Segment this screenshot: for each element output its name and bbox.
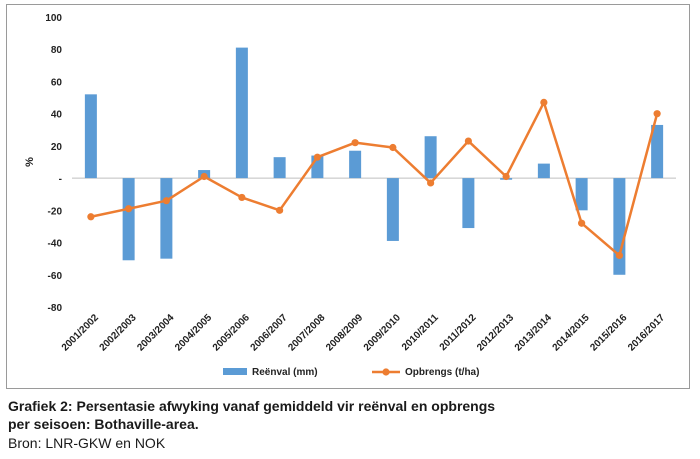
bar-2009/2010 bbox=[386, 178, 399, 241]
point-2015/2016 bbox=[615, 251, 623, 260]
x-tick-label: 2003/2004 bbox=[135, 312, 177, 354]
x-tick-label: 2001/2002 bbox=[60, 312, 102, 354]
x-tick-label: 2007/2008 bbox=[286, 312, 328, 354]
x-tick-label: 2008/2009 bbox=[324, 312, 366, 354]
y-tick-label: - bbox=[59, 174, 62, 185]
y-tick-label: -80 bbox=[48, 303, 63, 314]
bar-2016/2017 bbox=[651, 124, 664, 179]
x-tick-label: 2013/2014 bbox=[513, 312, 555, 354]
x-tick-label: 2016/2017 bbox=[626, 312, 668, 354]
point-2004/2005 bbox=[200, 172, 208, 181]
bar-2006/2007 bbox=[273, 157, 286, 179]
point-2009/2010 bbox=[389, 143, 397, 152]
point-2001/2002 bbox=[87, 213, 95, 221]
x-tick-label: 2011/2012 bbox=[438, 312, 479, 353]
x-tick-label: 2009/2010 bbox=[362, 312, 404, 354]
bar-2002/2003 bbox=[122, 178, 135, 261]
point-2011/2012 bbox=[464, 137, 472, 145]
point-2016/2017 bbox=[653, 110, 661, 118]
y-tick-label: -20 bbox=[48, 206, 63, 217]
y-tick-label: 40 bbox=[51, 110, 63, 121]
combo-chart: 100 80 60 40 20 - -20 -40 -60 -80% 2001/20022002/2… bbox=[24, 13, 676, 378]
legend-marker-opbrengs bbox=[382, 368, 390, 376]
y-tick-label: 100 bbox=[45, 13, 62, 24]
bar-2015/2016 bbox=[613, 178, 626, 275]
legend-label-opbrengs: Opbrengs (t/ha) bbox=[405, 367, 479, 378]
y-axis-label: % bbox=[24, 157, 36, 167]
bar-2001/2002 bbox=[84, 94, 97, 179]
point-2012/2013 bbox=[502, 172, 510, 181]
caption-title-line-1: Grafiek 2: Persentasie afwyking vanaf ge… bbox=[8, 398, 496, 414]
y-tick-label: 60 bbox=[51, 77, 63, 88]
x-tick-label: 2006/2007 bbox=[249, 312, 291, 354]
x-tick-label: 2015/2016 bbox=[588, 312, 630, 354]
legend-swatch-reenval bbox=[223, 368, 247, 375]
bar-2013/2014 bbox=[537, 163, 550, 179]
bar-2005/2006 bbox=[235, 47, 248, 179]
bar-2008/2009 bbox=[349, 150, 362, 179]
caption-source: Bron: LNR-GKW en NOK bbox=[8, 435, 166, 451]
bar-2003/2004 bbox=[160, 178, 173, 259]
caption-title-line-2: per seisoen: Bothaville-area. bbox=[8, 416, 199, 432]
x-tick-label: 2014/2015 bbox=[551, 312, 593, 354]
bar-2011/2012 bbox=[462, 178, 475, 229]
y-tick-label: -60 bbox=[48, 271, 63, 282]
line-opbrengs bbox=[90, 101, 659, 257]
point-2013/2014 bbox=[540, 98, 548, 106]
point-2008/2009 bbox=[351, 139, 359, 147]
x-tick-label: 2012/2013 bbox=[475, 312, 517, 354]
point-2007/2008 bbox=[313, 153, 321, 161]
point-2014/2015 bbox=[578, 219, 586, 227]
legend-label-reenval: Reënval (mm) bbox=[252, 367, 318, 378]
bar-2014/2015 bbox=[575, 178, 588, 211]
y-tick-label: 20 bbox=[51, 142, 63, 153]
point-2006/2007 bbox=[276, 206, 284, 214]
x-tick-label: 2010/2011 bbox=[400, 312, 441, 353]
y-tick-label: -40 bbox=[48, 239, 63, 250]
point-2010/2011 bbox=[427, 179, 435, 187]
bar-2010/2011 bbox=[424, 136, 437, 179]
point-2003/2004 bbox=[162, 197, 170, 205]
point-2005/2006 bbox=[238, 193, 246, 202]
point-2002/2003 bbox=[125, 205, 133, 213]
x-tick-label: 2005/2006 bbox=[211, 312, 253, 354]
y-tick-label: 80 bbox=[51, 45, 63, 56]
x-tick-label: 2004/2005 bbox=[173, 312, 215, 354]
x-tick-label: 2002/2003 bbox=[98, 312, 140, 354]
